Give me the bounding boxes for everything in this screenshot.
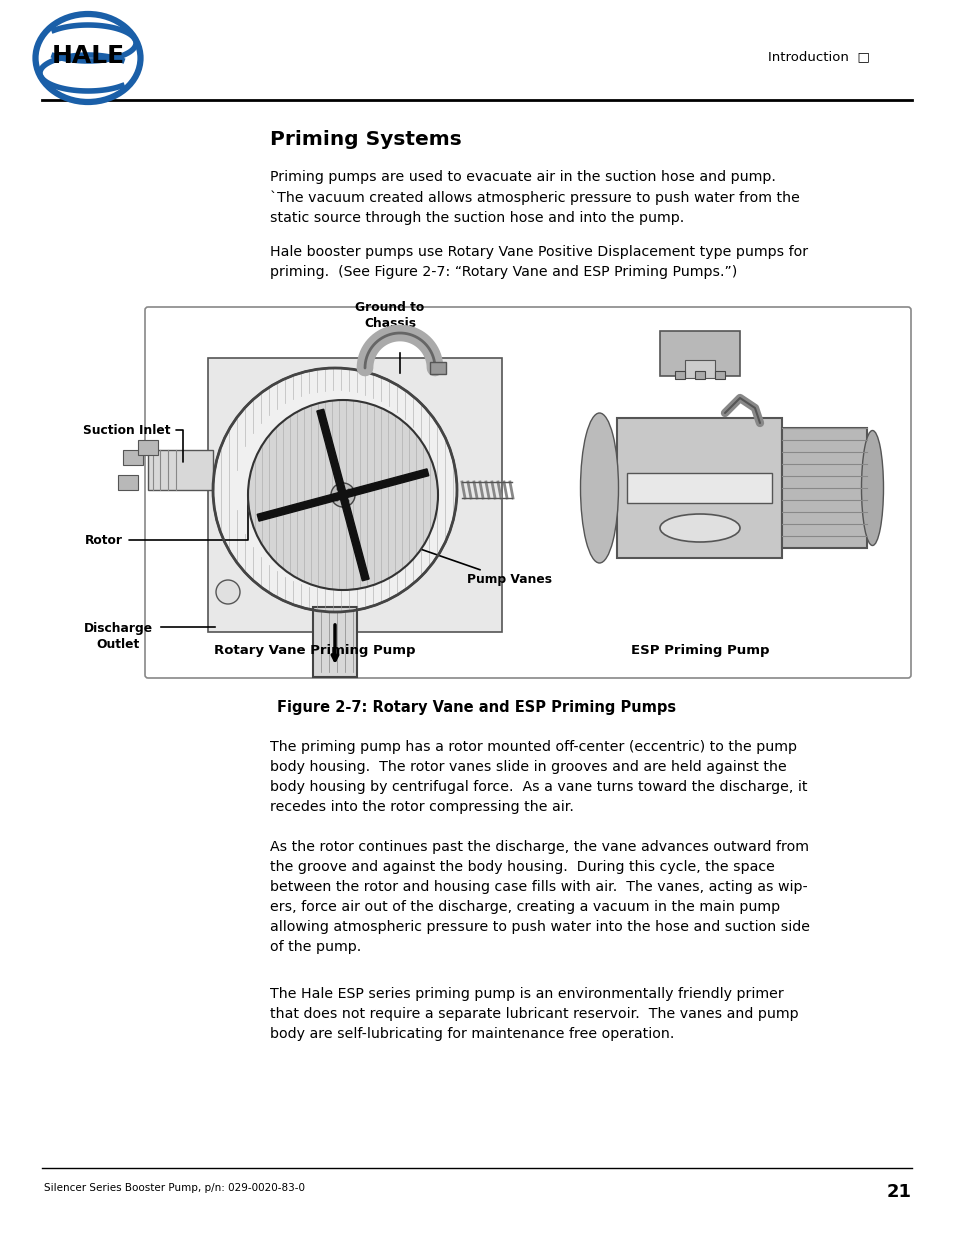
Bar — [138, 440, 158, 454]
Text: Silencer Series Booster Pump, p/n: 029-0020-83-0: Silencer Series Booster Pump, p/n: 029-0… — [44, 1183, 305, 1193]
Text: HALE: HALE — [51, 44, 125, 68]
Text: 21: 21 — [886, 1183, 911, 1200]
Text: Priming pumps are used to evacuate air in the suction hose and pump.
`The vacuum: Priming pumps are used to evacuate air i… — [270, 170, 799, 225]
Bar — [123, 450, 143, 466]
Bar — [430, 362, 446, 374]
Text: The priming pump has a rotor mounted off-center (eccentric) to the pump
body hou: The priming pump has a rotor mounted off… — [270, 740, 806, 814]
Bar — [781, 429, 866, 548]
Ellipse shape — [579, 412, 618, 563]
Bar — [313, 606, 356, 677]
Bar — [148, 450, 213, 490]
Text: Ground to
Chassis: Ground to Chassis — [355, 301, 424, 330]
Text: Figure 2-7: Rotary Vane and ESP Priming Pumps: Figure 2-7: Rotary Vane and ESP Priming … — [277, 700, 676, 715]
Text: As the rotor continues past the discharge, the vane advances outward from
the gr: As the rotor continues past the discharg… — [270, 840, 809, 955]
Polygon shape — [316, 409, 369, 580]
Polygon shape — [257, 469, 428, 521]
Bar — [617, 417, 781, 558]
Circle shape — [331, 483, 355, 508]
Text: Priming Systems: Priming Systems — [270, 130, 461, 149]
Text: Rotor: Rotor — [85, 498, 248, 547]
Bar — [627, 473, 772, 503]
Text: Suction Inlet: Suction Inlet — [83, 424, 183, 462]
Text: Introduction  □: Introduction □ — [767, 51, 869, 63]
Text: The Hale ESP series priming pump is an environmentally friendly primer
that does: The Hale ESP series priming pump is an e… — [270, 987, 798, 1041]
Bar — [208, 358, 501, 632]
Bar — [118, 475, 138, 490]
Text: Pump Vanes: Pump Vanes — [382, 536, 552, 587]
Ellipse shape — [659, 514, 740, 542]
FancyBboxPatch shape — [145, 308, 910, 678]
Bar — [659, 331, 740, 375]
Bar — [695, 370, 704, 379]
Text: ESP Priming Pump: ESP Priming Pump — [630, 643, 768, 657]
Bar — [675, 370, 684, 379]
Ellipse shape — [861, 431, 882, 546]
Text: Hale booster pumps use Rotary Vane Positive Displacement type pumps for
priming.: Hale booster pumps use Rotary Vane Posit… — [270, 245, 807, 279]
Bar — [684, 359, 714, 378]
Circle shape — [215, 580, 240, 604]
Bar — [714, 370, 724, 379]
Text: Discharge
Outlet: Discharge Outlet — [83, 622, 152, 651]
Circle shape — [213, 368, 456, 613]
Text: Rotary Vane Priming Pump: Rotary Vane Priming Pump — [214, 643, 416, 657]
Circle shape — [248, 400, 437, 590]
